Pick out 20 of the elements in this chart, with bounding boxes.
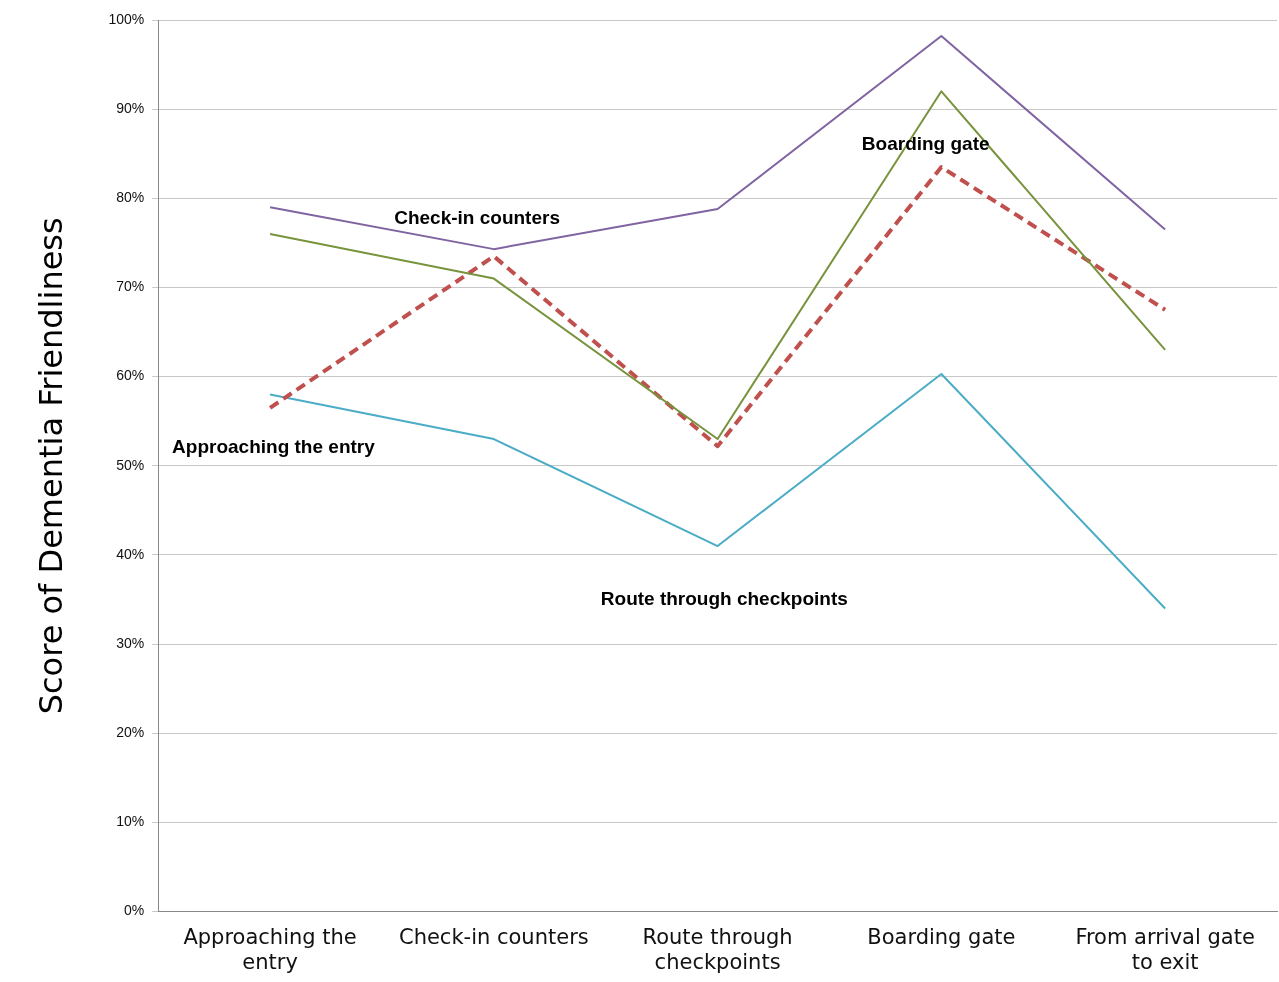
x-tick-label: From arrival gate to exit xyxy=(1075,924,1255,974)
y-tick-label: 20% xyxy=(116,724,145,741)
y-tick-label: 90% xyxy=(116,100,145,117)
y-tick-label: 100% xyxy=(108,10,145,27)
y-tick-label: 10% xyxy=(116,813,145,830)
y-tick-label: 50% xyxy=(116,456,145,473)
annotation: Route through checkpoints xyxy=(600,587,848,609)
y-axis-title: Score of Dementia Friendliness xyxy=(31,217,70,715)
y-tick-label: 60% xyxy=(116,367,145,384)
y-tick-label: 0% xyxy=(123,902,145,919)
y-tick-label: 80% xyxy=(116,189,145,206)
y-tick-label: 30% xyxy=(116,634,145,651)
y-tick-label: 70% xyxy=(116,278,145,295)
annotation: Check-in counters xyxy=(394,207,560,229)
annotation: Approaching the entry xyxy=(172,436,376,458)
x-tick-label: Approaching the entry xyxy=(183,924,357,974)
x-tick-label: Boarding gate xyxy=(867,924,1016,949)
x-tick-label: Route through checkpoints xyxy=(642,924,793,974)
x-tick-label: Check-in counters xyxy=(398,924,589,949)
y-tick-label: 40% xyxy=(116,545,145,562)
